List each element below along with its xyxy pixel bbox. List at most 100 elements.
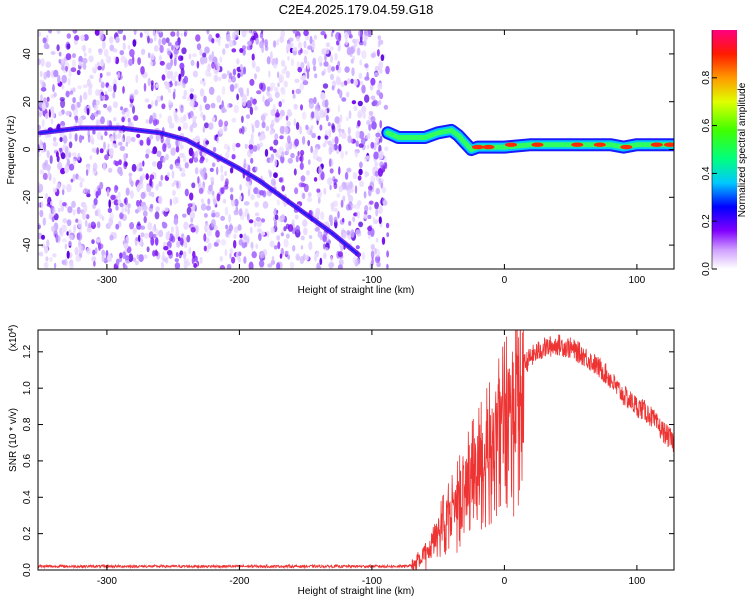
noise-speck	[367, 214, 372, 220]
snr-scale-exponent: 4	[8, 328, 15, 332]
noise-speck	[370, 250, 375, 259]
noise-speck	[101, 95, 106, 101]
spectrogram-y-label: Frequency (Hz)	[6, 116, 17, 185]
noise-speck	[150, 203, 154, 209]
noise-speck	[281, 151, 285, 158]
noise-speck	[84, 219, 88, 227]
noise-speck	[307, 45, 313, 50]
noise-speck	[142, 204, 148, 211]
noise-speck	[322, 252, 327, 259]
noise-speck	[166, 62, 172, 70]
noise-speck	[300, 61, 305, 69]
noise-speck	[168, 99, 172, 106]
noise-speck	[299, 82, 305, 91]
noise-speck	[336, 193, 341, 198]
noise-speck	[294, 187, 299, 195]
noise-speck	[66, 231, 69, 236]
noise-speck	[159, 113, 162, 119]
noise-speck	[256, 228, 262, 233]
noise-speck	[355, 130, 360, 139]
noise-speck	[170, 235, 176, 243]
noise-speck	[276, 199, 280, 206]
noise-speck	[45, 44, 50, 49]
noise-speck	[179, 237, 184, 246]
noise-speck	[125, 141, 129, 147]
x-tick-label: -100	[362, 576, 382, 587]
noise-speck	[167, 115, 173, 125]
noise-speck	[330, 205, 335, 212]
noise-speck	[83, 34, 89, 41]
noise-speck	[267, 97, 273, 103]
noise-speck	[89, 74, 94, 80]
noise-speck	[357, 47, 361, 56]
noise-speck	[370, 52, 376, 59]
noise-speck	[213, 199, 217, 205]
noise-speck	[205, 140, 210, 145]
noise-speck	[140, 66, 145, 75]
noise-speck	[126, 246, 132, 254]
noise-speck	[45, 113, 49, 119]
noise-speck	[292, 50, 297, 56]
noise-speck	[347, 126, 351, 135]
noise-speck	[62, 202, 67, 207]
noise-speck	[272, 40, 277, 48]
noise-speck	[162, 251, 165, 260]
noise-speck	[341, 97, 347, 102]
noise-speck	[50, 51, 56, 55]
noise-speck	[46, 150, 50, 159]
noise-speck	[92, 162, 98, 172]
noise-speck	[103, 103, 108, 109]
noise-speck	[57, 161, 63, 171]
noise-speck	[64, 146, 69, 154]
noise-speck	[143, 30, 150, 34]
noise-speck	[108, 199, 111, 209]
noise-speck	[190, 217, 194, 223]
noise-speck	[350, 58, 354, 64]
noise-speck	[123, 264, 128, 269]
noise-speck	[163, 246, 169, 251]
noise-speck	[50, 201, 53, 206]
noise-speck	[188, 53, 192, 60]
noise-speck	[211, 190, 215, 196]
noise-speck	[68, 151, 72, 159]
noise-speck	[349, 46, 355, 55]
noise-speck	[265, 125, 270, 132]
noise-speck	[189, 93, 194, 100]
noise-speck	[229, 167, 234, 174]
noise-speck	[61, 184, 66, 190]
noise-speck	[151, 191, 155, 198]
noise-speck	[113, 83, 117, 93]
noise-speck	[357, 120, 361, 127]
noise-speck	[203, 233, 207, 242]
noise-speck	[72, 53, 76, 59]
noise-speck	[225, 178, 229, 187]
noise-speck	[183, 221, 189, 230]
noise-speck	[121, 116, 125, 123]
noise-speck	[119, 145, 126, 151]
noise-speck	[311, 132, 316, 139]
noise-speck	[365, 120, 371, 125]
noise-speck	[149, 134, 154, 140]
noise-speck	[77, 234, 81, 240]
noise-speck	[142, 210, 148, 217]
noise-speck	[149, 115, 154, 124]
noise-speck	[344, 66, 350, 73]
noise-speck	[224, 206, 229, 216]
noise-speck	[313, 96, 317, 105]
noise-speck	[152, 112, 157, 120]
noise-speck	[290, 58, 295, 67]
noise-speck	[292, 93, 296, 99]
noise-speck	[164, 207, 169, 212]
noise-speck	[374, 170, 379, 177]
noise-speck	[113, 160, 117, 165]
noise-speck	[259, 82, 263, 90]
noise-speck	[348, 220, 352, 226]
noise-speck	[314, 147, 319, 154]
noise-speck	[237, 257, 241, 263]
noise-speck	[89, 134, 94, 144]
snr-series	[38, 330, 674, 570]
noise-speck	[175, 41, 179, 46]
noise-speck	[317, 135, 321, 140]
snr-panel: -300 -200 -100 0 100 0.0 0.2 0.4 0.6 0.8 1.0 1.2 H…	[8, 325, 675, 597]
noise-speck	[108, 167, 113, 173]
